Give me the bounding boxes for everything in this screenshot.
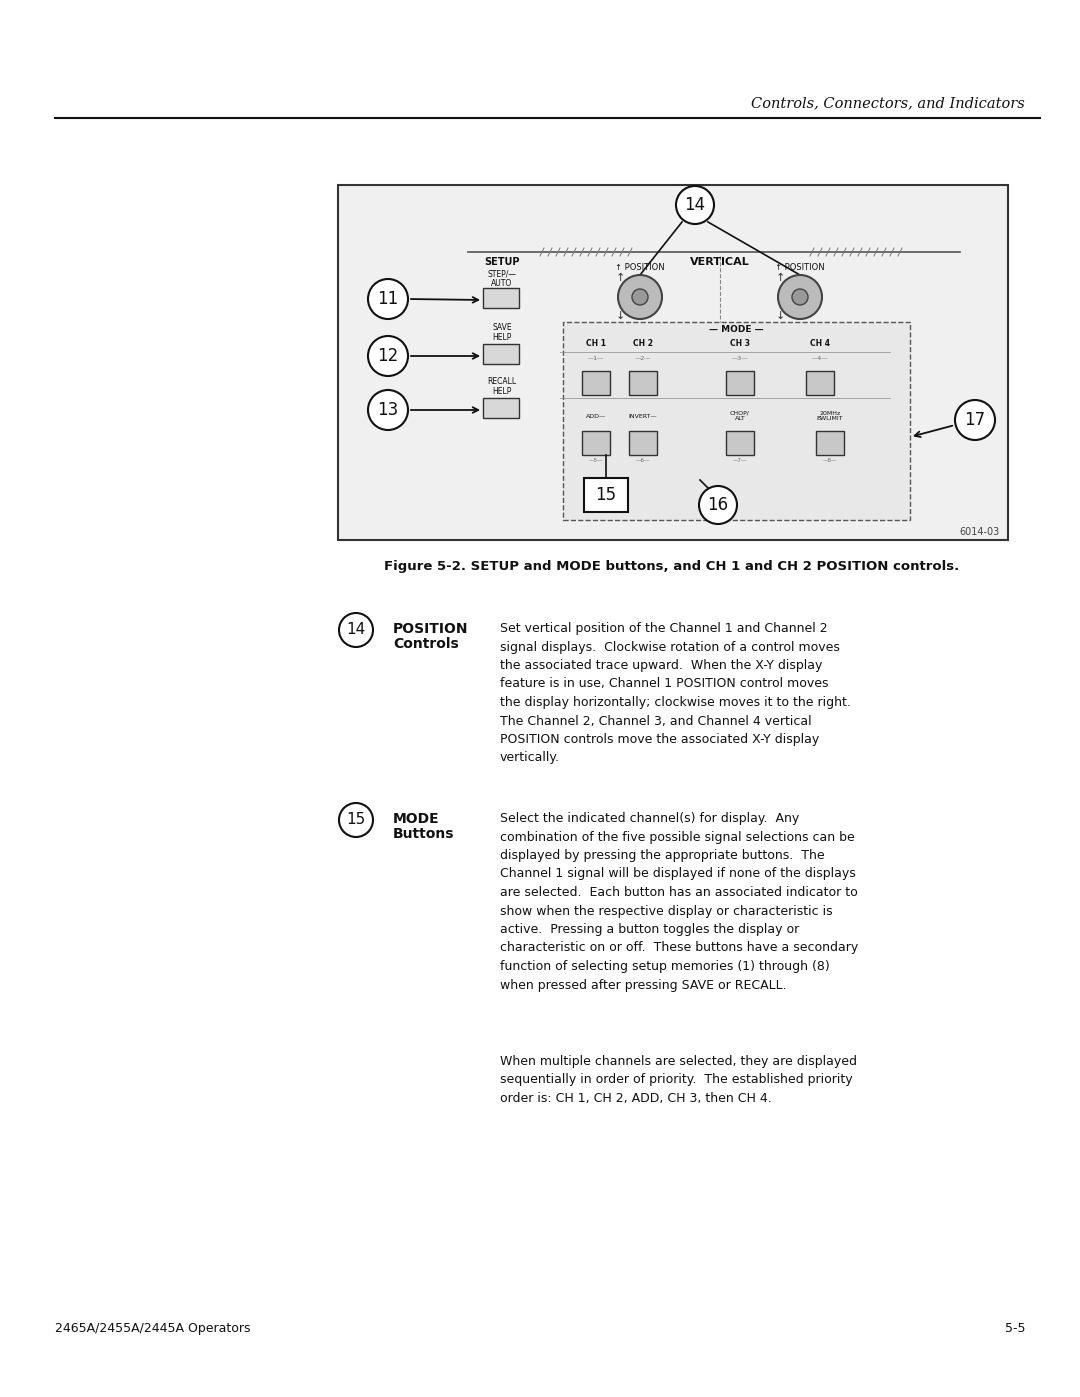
Text: 14: 14 (685, 196, 705, 214)
Text: 6014-03: 6014-03 (960, 527, 1000, 536)
Text: ↑ POSITION: ↑ POSITION (775, 264, 825, 272)
Text: ↑: ↑ (616, 272, 624, 284)
Text: 13: 13 (377, 401, 399, 419)
Text: 2465A/2455A/2445A Operators: 2465A/2455A/2445A Operators (55, 1322, 251, 1336)
Text: ↓: ↓ (775, 312, 785, 321)
Text: CH 1: CH 1 (586, 338, 606, 348)
Text: HELP: HELP (492, 332, 512, 341)
Text: —2—: —2— (635, 355, 651, 360)
Text: Figure 5-2. SETUP and MODE buttons, and CH 1 and CH 2 POSITION controls.: Figure 5-2. SETUP and MODE buttons, and … (384, 560, 960, 573)
Text: —3—: —3— (732, 355, 748, 360)
Text: —4—: —4— (812, 355, 828, 360)
Bar (483, 288, 519, 307)
Bar (563, 321, 910, 520)
Text: 5-5: 5-5 (1004, 1322, 1025, 1336)
Circle shape (339, 803, 373, 837)
Bar (806, 372, 834, 395)
Text: ADD—: ADD— (585, 414, 606, 419)
Text: 12: 12 (377, 346, 399, 365)
Bar (726, 432, 754, 455)
Text: 15: 15 (595, 486, 617, 504)
Text: CH 2: CH 2 (633, 338, 653, 348)
Text: —8—: —8— (823, 457, 837, 462)
Bar (629, 432, 657, 455)
Text: SAVE: SAVE (492, 324, 512, 332)
Text: 17: 17 (964, 411, 986, 429)
Text: Controls: Controls (393, 637, 459, 651)
Text: Buttons: Buttons (393, 827, 455, 841)
Text: Select the indicated channel(s) for display.  Any
combination of the five possib: Select the indicated channel(s) for disp… (500, 812, 859, 992)
Text: When multiple channels are selected, they are displayed
sequentially in order of: When multiple channels are selected, the… (500, 1055, 858, 1105)
Text: RECALL: RECALL (487, 377, 516, 387)
Circle shape (368, 279, 408, 319)
Text: POSITION: POSITION (393, 622, 469, 636)
Text: ↑: ↑ (775, 272, 785, 284)
Circle shape (339, 613, 373, 647)
Bar (582, 432, 610, 455)
Text: CH 3: CH 3 (730, 338, 750, 348)
Bar (629, 372, 657, 395)
Text: 15: 15 (347, 813, 366, 827)
Bar (584, 478, 627, 511)
Text: —5—: —5— (589, 457, 604, 462)
Text: 16: 16 (707, 496, 729, 514)
Text: —7—: —7— (732, 457, 747, 462)
Bar (726, 372, 754, 395)
Circle shape (632, 289, 648, 305)
Text: 20MHz
BWLIMIT: 20MHz BWLIMIT (816, 411, 843, 422)
Text: — MODE —: — MODE — (710, 326, 764, 334)
Bar (483, 344, 519, 365)
Text: —1—: —1— (588, 355, 604, 360)
Circle shape (778, 275, 822, 319)
Text: SETUP: SETUP (484, 257, 519, 267)
Text: CH 4: CH 4 (810, 338, 831, 348)
Text: Set vertical position of the Channel 1 and Channel 2
signal displays.  Clockwise: Set vertical position of the Channel 1 a… (500, 622, 851, 764)
Text: 11: 11 (377, 291, 399, 307)
Bar (582, 372, 610, 395)
Text: CHOP/
ALT: CHOP/ ALT (730, 411, 750, 422)
Text: Controls, Connectors, and Indicators: Controls, Connectors, and Indicators (752, 96, 1025, 110)
Text: ↓: ↓ (616, 312, 624, 321)
Circle shape (955, 400, 995, 440)
Text: INVERT—: INVERT— (629, 414, 658, 419)
Circle shape (676, 186, 714, 224)
Text: 14: 14 (347, 623, 366, 637)
Text: MODE: MODE (393, 812, 440, 826)
Bar (816, 432, 843, 455)
Text: STEP/—: STEP/— (487, 270, 516, 278)
Circle shape (618, 275, 662, 319)
Circle shape (699, 486, 737, 524)
Text: AUTO: AUTO (491, 278, 513, 288)
Text: —6—: —6— (636, 457, 650, 462)
Bar (483, 398, 519, 418)
Text: ↑ POSITION: ↑ POSITION (616, 264, 665, 272)
Circle shape (368, 390, 408, 430)
Circle shape (792, 289, 808, 305)
Text: HELP: HELP (492, 387, 512, 395)
Text: VERTICAL: VERTICAL (690, 257, 750, 267)
Bar (338, 184, 1008, 541)
Circle shape (368, 337, 408, 376)
